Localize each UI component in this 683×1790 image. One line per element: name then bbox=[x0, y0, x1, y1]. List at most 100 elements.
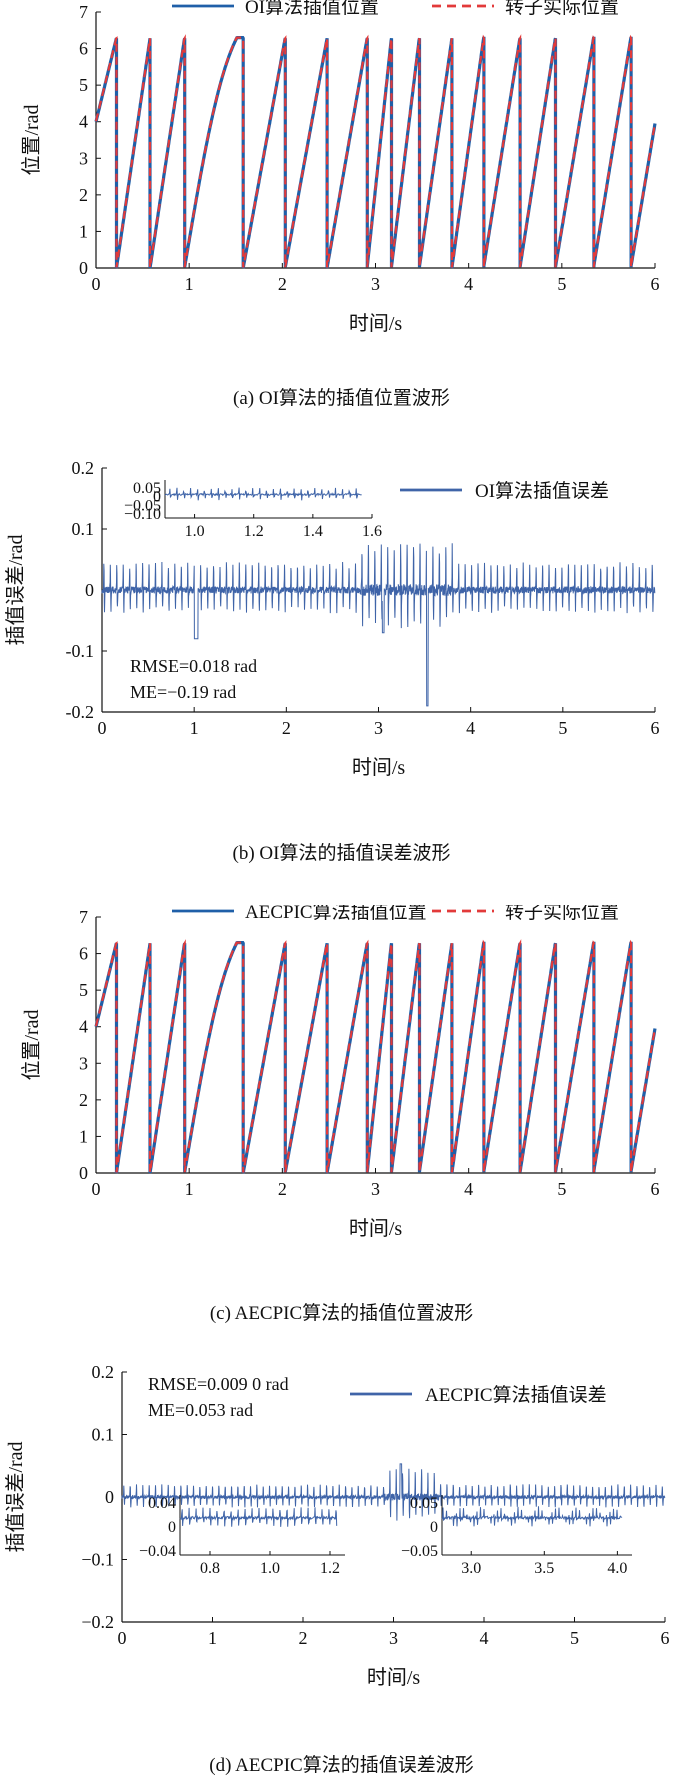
inset-y-tick-label: −0.10 bbox=[124, 506, 161, 523]
inset-x-tick-label: 1.0 bbox=[185, 523, 205, 540]
y-axis-label: 插值误差/rad bbox=[4, 534, 27, 645]
x-tick-label: 2 bbox=[278, 1179, 287, 1199]
y-tick-label: 2 bbox=[79, 185, 88, 205]
y-tick-label: 7 bbox=[79, 2, 88, 22]
x-tick-label: 3 bbox=[371, 1179, 380, 1199]
x-axis-label: 时间/s bbox=[367, 1666, 421, 1689]
x-tick-label: 0 bbox=[118, 1628, 127, 1648]
x-tick-label: 2 bbox=[278, 274, 287, 294]
legend-label-interp: AECPIC算法插值位置 bbox=[245, 905, 427, 923]
inset-x-tick-label: 1.2 bbox=[244, 523, 264, 540]
inset-x-tick-label: 4.0 bbox=[607, 1560, 627, 1577]
y-tick-label: 5 bbox=[79, 75, 88, 95]
legend-label-actual: 转子实际位置 bbox=[505, 905, 619, 923]
y-tick-label: 4 bbox=[79, 1017, 88, 1037]
y-tick-label: 6 bbox=[79, 39, 88, 59]
y-tick-label: -0.1 bbox=[66, 641, 95, 661]
y-tick-label: 4 bbox=[79, 112, 88, 132]
inset-y-tick-label: 0 bbox=[168, 1519, 176, 1536]
x-tick-label: 4 bbox=[466, 718, 475, 738]
x-axis-label: 时间/s bbox=[349, 1217, 403, 1240]
chart-panel-b: 0 1 2 3 4 5 6 -0.2 -0.1 0 0.1 0.2 时间/s 插值误差/rad OI算法插值… bbox=[4, 458, 660, 779]
y-tick-label: 5 bbox=[79, 980, 88, 1000]
x-tick-label: 6 bbox=[651, 718, 660, 738]
legend-label-actual: 转子实际位置 bbox=[505, 0, 619, 18]
y-tick-label: 1 bbox=[79, 1126, 88, 1146]
x-tick-label: 5 bbox=[570, 1628, 579, 1648]
annotation-1: ME=0.053 rad bbox=[148, 1400, 253, 1420]
legend-label-error: OI算法插值误差 bbox=[475, 480, 609, 502]
y-tick-label: −0.2 bbox=[81, 1612, 114, 1632]
x-tick-label: 0 bbox=[92, 1179, 101, 1199]
series-line-interp bbox=[94, 36, 657, 269]
y-tick-label: 0.2 bbox=[92, 1362, 115, 1382]
y-axis-label: 位置/rad bbox=[20, 1009, 43, 1080]
y-tick-label: 0.1 bbox=[92, 1425, 115, 1445]
inset-series-line bbox=[179, 1507, 338, 1527]
y-axis-label: 位置/rad bbox=[20, 104, 43, 175]
legend-label-error: AECPIC算法插值误差 bbox=[425, 1384, 607, 1406]
caption-b: (b) OI算法的插值误差波形 bbox=[232, 843, 451, 864]
x-tick-label: 6 bbox=[661, 1628, 670, 1648]
inset-x-tick-label: 1.2 bbox=[320, 1560, 340, 1577]
inset-y-tick-label: 0.05 bbox=[410, 1495, 438, 1512]
y-tick-label: 0 bbox=[105, 1487, 114, 1507]
series-line-actual bbox=[94, 939, 657, 1173]
x-tick-label: 1 bbox=[185, 274, 194, 294]
annotation-1: ME=−0.19 rad bbox=[130, 682, 236, 702]
y-tick-label: 6 bbox=[79, 944, 88, 964]
chart-panel-a: 0 1 2 3 4 5 6 0 1 2 3 4 5 6 7 时间/s 位置/rad OI算法插值位置 转子实际位置 bbox=[20, 0, 660, 335]
chart-panel-d: 0 1 2 3 4 5 6 −0.2 −0.1 0 0.1 0.2 时间/s 插值误差/rad AECPIC… bbox=[4, 1362, 670, 1689]
y-tick-label: 1 bbox=[79, 221, 88, 241]
x-tick-label: 6 bbox=[651, 274, 660, 294]
inset-x-tick-label: 1.4 bbox=[303, 523, 323, 540]
series-line-error bbox=[101, 543, 656, 707]
y-tick-label: 0 bbox=[85, 580, 94, 600]
inset-x-tick-label: 0.8 bbox=[200, 1560, 220, 1577]
caption-c: (c) AECPIC算法的插值位置波形 bbox=[209, 1303, 474, 1324]
x-tick-label: 5 bbox=[557, 1179, 566, 1199]
y-tick-label: 7 bbox=[79, 907, 88, 927]
inset-x-tick-label: 1.6 bbox=[362, 523, 382, 540]
caption-a: (a) OI算法的插值位置波形 bbox=[233, 388, 450, 409]
x-tick-label: 1 bbox=[190, 718, 199, 738]
x-tick-label: 4 bbox=[464, 1179, 473, 1199]
inset-y-tick-label: 0 bbox=[430, 1519, 438, 1536]
y-tick-label: −0.1 bbox=[81, 1550, 114, 1570]
y-tick-label: 3 bbox=[79, 148, 88, 168]
inset-x-tick-label: 3.0 bbox=[461, 1560, 481, 1577]
annotation-0: RMSE=0.018 rad bbox=[130, 656, 257, 676]
inset-y-tick-label: 0.04 bbox=[148, 1495, 176, 1512]
x-tick-label: 0 bbox=[92, 274, 101, 294]
legend-label-interp: OI算法插值位置 bbox=[245, 0, 379, 18]
x-tick-label: 4 bbox=[480, 1628, 489, 1648]
inset-y-tick-label: −0.05 bbox=[124, 497, 161, 514]
y-tick-label: 0.1 bbox=[72, 519, 95, 539]
y-tick-label: 0 bbox=[79, 258, 88, 278]
x-tick-label: 2 bbox=[299, 1628, 308, 1648]
y-tick-label: 2 bbox=[79, 1090, 88, 1110]
inset-series-line bbox=[441, 1506, 623, 1527]
y-tick-label: -0.2 bbox=[66, 702, 95, 722]
inset-y-tick-label: 0.05 bbox=[133, 480, 161, 497]
y-tick-label: 3 bbox=[79, 1053, 88, 1073]
inset-y-tick-label: −0.04 bbox=[139, 1543, 176, 1560]
inset-x-tick-label: 3.5 bbox=[534, 1560, 554, 1577]
annotation-0: RMSE=0.009 0 rad bbox=[148, 1374, 289, 1394]
series-line-actual bbox=[94, 34, 657, 268]
series-line-interp bbox=[94, 941, 657, 1174]
x-tick-label: 5 bbox=[558, 718, 567, 738]
x-tick-label: 1 bbox=[208, 1628, 217, 1648]
inset-y-tick-label: −0.05 bbox=[401, 1543, 438, 1560]
inset-series-line bbox=[164, 487, 362, 501]
inset-x-tick-label: 1.0 bbox=[260, 1560, 280, 1577]
x-axis-label: 时间/s bbox=[352, 756, 406, 779]
x-tick-label: 0 bbox=[98, 718, 107, 738]
inset-y-tick-label: 0 bbox=[153, 489, 161, 506]
y-tick-label: 0.2 bbox=[72, 458, 95, 478]
caption-d: (d) AECPIC算法的插值误差波形 bbox=[209, 1755, 474, 1776]
x-tick-label: 3 bbox=[371, 274, 380, 294]
y-axis-label: 插值误差/rad bbox=[4, 1441, 27, 1552]
x-tick-label: 5 bbox=[557, 274, 566, 294]
